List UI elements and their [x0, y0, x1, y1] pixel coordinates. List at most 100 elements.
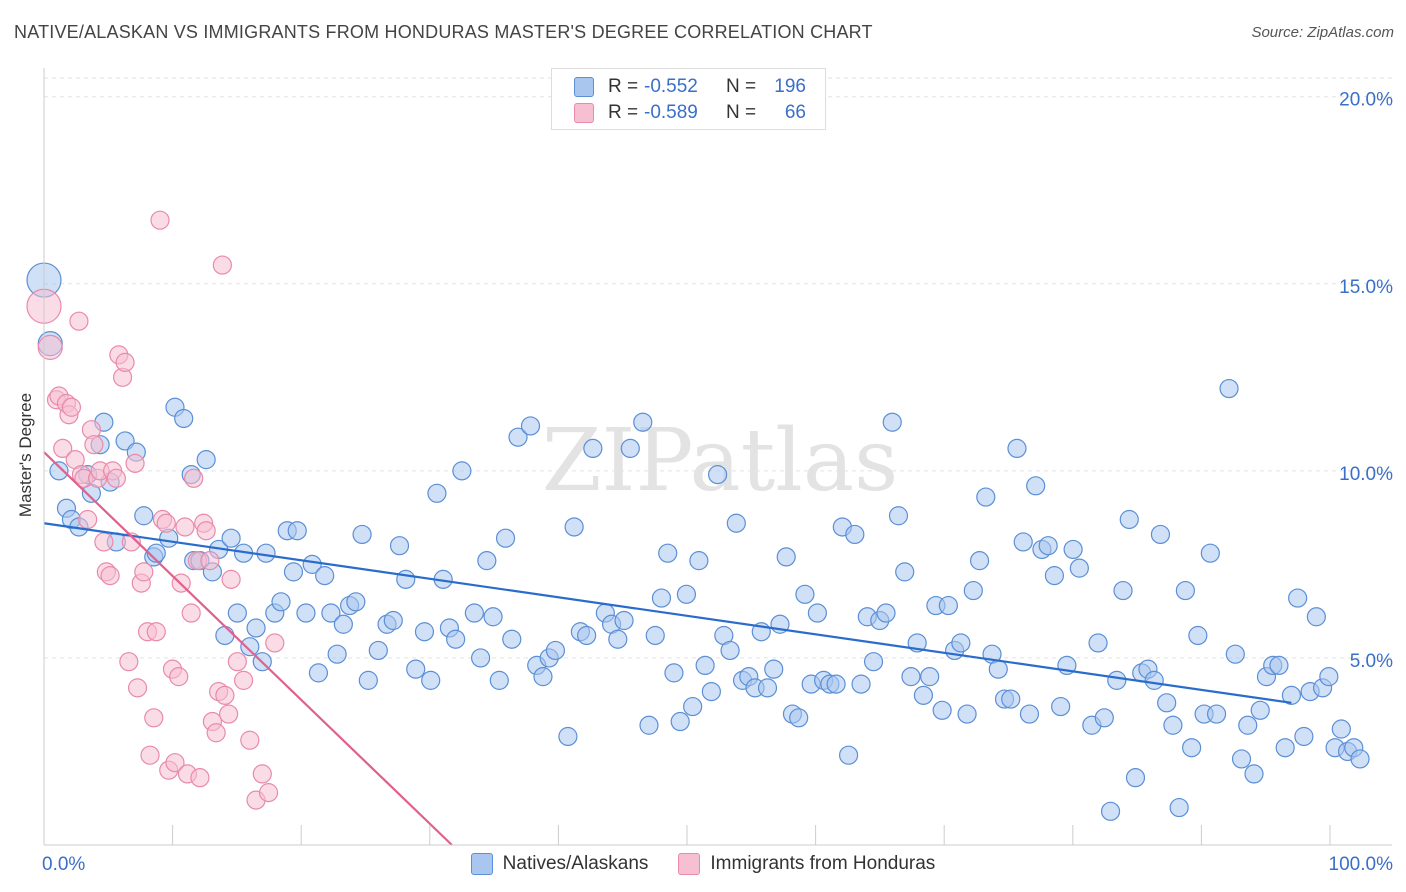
- honduras-point: [233, 670, 254, 690]
- trendline-natives: [43, 522, 1292, 704]
- natives-point: [789, 708, 809, 728]
- n-label: N =: [726, 102, 757, 123]
- y-tick-label: 15.0%: [1339, 277, 1393, 298]
- natives-point: [558, 726, 578, 747]
- chart-title: NATIVE/ALASKAN VS IMMIGRANTS FROM HONDUR…: [14, 22, 873, 42]
- series-legend: Natives/Alaskans Immigrants from Hondura…: [0, 850, 1406, 878]
- r-value: -0.552: [644, 76, 698, 97]
- natives-point: [477, 551, 497, 571]
- natives-point: [1319, 667, 1339, 687]
- honduras-point: [125, 453, 145, 473]
- natives-point: [583, 438, 603, 459]
- natives-point: [1044, 566, 1065, 586]
- natives-point: [876, 603, 896, 623]
- natives-point: [963, 580, 983, 601]
- natives-point: [882, 412, 902, 432]
- natives-point: [1182, 738, 1202, 758]
- honduras-point: [206, 723, 226, 743]
- honduras-point: [144, 708, 164, 728]
- natives-point: [489, 670, 509, 690]
- natives-point: [1157, 693, 1177, 713]
- natives-point: [240, 637, 260, 657]
- natives-point: [658, 543, 678, 563]
- honduras-point: [200, 551, 220, 571]
- natives-point: [932, 700, 952, 720]
- natives-point: [406, 659, 426, 679]
- natives-point: [1169, 797, 1189, 818]
- natives-point: [795, 584, 815, 604]
- natives-point: [701, 681, 721, 702]
- honduras-point: [215, 685, 235, 705]
- natives-point: [1219, 378, 1239, 399]
- honduras-point: [53, 438, 73, 459]
- natives-point: [283, 562, 304, 582]
- y-tick-label: 5.0%: [1350, 651, 1393, 672]
- natives-point: [1088, 633, 1108, 653]
- natives-point: [1150, 524, 1171, 545]
- honduras-point: [219, 704, 239, 724]
- natives-point: [689, 551, 709, 571]
- honduras-point: [265, 633, 285, 653]
- natives-point: [863, 652, 884, 672]
- natives-point: [1294, 726, 1314, 747]
- legend-swatch-honduras: [678, 853, 701, 875]
- honduras-point: [181, 603, 201, 623]
- honduras-point: [115, 352, 135, 372]
- watermark: ZIPatlas: [542, 411, 898, 511]
- natives-point: [271, 592, 291, 612]
- honduras-point: [100, 566, 120, 586]
- n-label: N =: [726, 76, 757, 97]
- natives-point: [1331, 719, 1351, 739]
- natives-point: [620, 438, 640, 459]
- natives-point: [508, 427, 528, 447]
- natives-point: [1007, 438, 1027, 459]
- natives-point: [695, 655, 715, 676]
- x-tick-label: 0.0%: [42, 854, 85, 875]
- natives-point: [1231, 749, 1252, 769]
- natives-point: [389, 536, 410, 556]
- honduras-point: [212, 255, 232, 275]
- natives-point: [296, 603, 316, 623]
- natives-point: [645, 625, 665, 646]
- honduras-point: [190, 768, 210, 788]
- natives-point: [776, 547, 796, 567]
- honduras-point: [165, 753, 185, 773]
- natives-point: [938, 595, 958, 616]
- honduras-point: [258, 783, 279, 803]
- natives-point: [174, 408, 194, 429]
- honduras-swatch: [574, 103, 594, 123]
- natives-point: [845, 524, 865, 545]
- natives-point: [221, 528, 241, 548]
- natives-point: [446, 629, 466, 649]
- natives-point: [1269, 655, 1289, 676]
- natives-point: [1188, 625, 1208, 646]
- natives-point: [1094, 708, 1114, 728]
- natives-point: [1113, 580, 1133, 601]
- honduras-point: [252, 764, 272, 784]
- chart-source: Source: ZipAtlas.com: [1251, 24, 1394, 41]
- honduras-point: [69, 311, 89, 331]
- natives-point: [196, 450, 216, 470]
- stats-row-honduras: R = -0.589 N = 66: [574, 101, 806, 125]
- natives-point: [683, 696, 703, 717]
- honduras-point: [84, 435, 104, 455]
- natives-point: [608, 629, 628, 649]
- natives-point: [757, 678, 778, 698]
- natives-point: [838, 745, 859, 765]
- honduras-point: [184, 468, 204, 488]
- natives-point: [1206, 704, 1227, 724]
- natives-point: [1038, 536, 1058, 556]
- y-tick-label: 20.0%: [1339, 90, 1393, 111]
- natives-point: [1175, 580, 1195, 601]
- natives-point: [215, 625, 235, 646]
- natives-point: [396, 569, 416, 589]
- natives-point: [321, 603, 341, 623]
- honduras-point: [61, 397, 82, 417]
- natives-point: [664, 663, 684, 683]
- natives-point: [134, 506, 154, 526]
- natives-point: [1107, 670, 1127, 690]
- natives-point: [1350, 749, 1370, 769]
- natives-point: [913, 685, 934, 705]
- n-value: 196: [774, 76, 806, 97]
- natives-point: [470, 648, 491, 668]
